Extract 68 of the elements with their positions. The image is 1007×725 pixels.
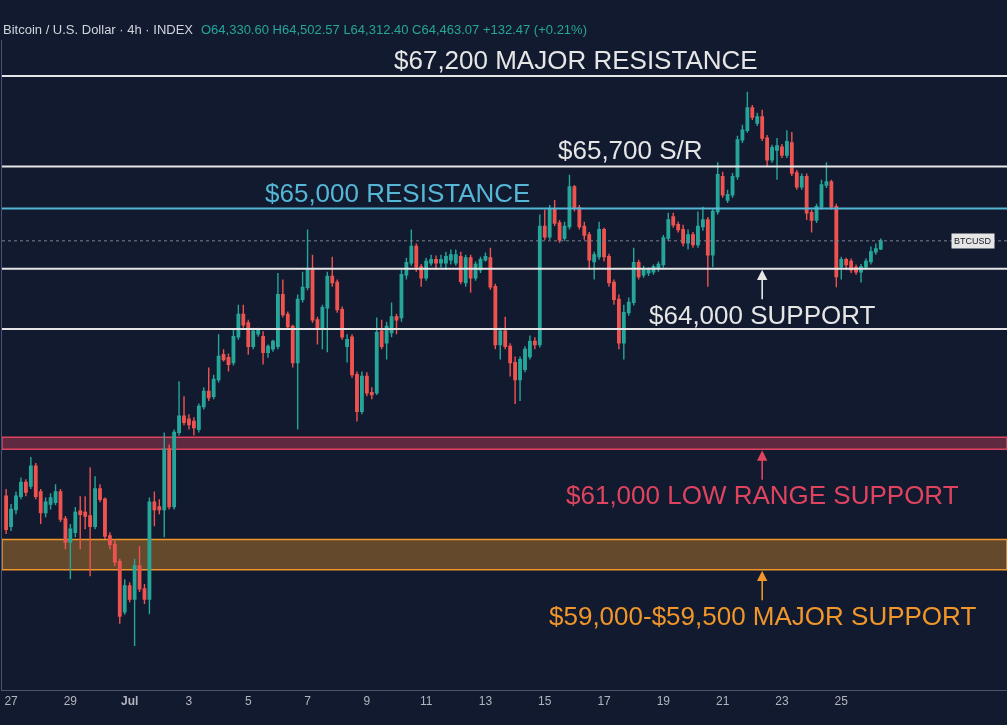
x-tick-label: 7	[304, 694, 312, 709]
candlestick	[132, 558, 137, 647]
x-tick-label: 5	[244, 694, 252, 709]
candlestick	[162, 431, 167, 538]
x-tick-label: 21	[715, 694, 730, 709]
candlestick	[315, 316, 320, 346]
candlestick	[844, 257, 849, 271]
candlestick	[458, 251, 463, 286]
candlestick	[542, 209, 547, 241]
candlestick	[537, 213, 542, 349]
candlestick	[691, 231, 695, 249]
x-tick-label: 13	[478, 694, 493, 709]
candlestick	[4, 488, 9, 535]
candlestick	[671, 212, 676, 229]
x-tick-label: 15	[538, 694, 552, 709]
candlestick	[547, 204, 552, 241]
candlestick	[839, 255, 844, 281]
x-tick-label: 17	[597, 694, 612, 709]
candlestick	[434, 254, 438, 271]
candlestick	[152, 490, 157, 527]
candlestick	[750, 104, 755, 121]
ref-line-label: BTCUSD	[954, 236, 992, 246]
candlestick	[360, 370, 364, 416]
x-tick-label: 11	[419, 694, 433, 709]
candlestick	[122, 578, 127, 616]
candlestick	[453, 248, 458, 267]
ref-line-label: $65,700 S/R	[558, 135, 703, 165]
candlestick	[720, 171, 725, 199]
candlestick	[686, 228, 690, 251]
candlestick	[191, 416, 196, 437]
annotation: $61,000 LOW RANGE SUPPORT	[566, 480, 959, 510]
candlestick	[93, 475, 97, 531]
ref-line-label: $65,000 RESISTANCE	[265, 178, 531, 208]
chart-subtitle: O64,330.60 H64,502.57 L64,312.40 C64,463.07 +132.47 (+0.21%)	[201, 22, 587, 37]
candlestick	[424, 257, 429, 282]
x-tick-label: 25	[834, 694, 849, 709]
candlestick	[468, 254, 473, 294]
candlestick	[755, 112, 760, 127]
annotation: $59,000-$59,500 MAJOR SUPPORT	[549, 601, 977, 631]
candlestick	[167, 443, 172, 511]
ref-line-label: $67,200 MAJOR RESISTANCE	[394, 45, 758, 75]
candlestick	[23, 478, 28, 497]
candlestick	[379, 319, 384, 351]
candlestick	[463, 254, 468, 288]
annotation: $64,000 SUPPORT	[649, 300, 876, 330]
chart-title: Bitcoin / U.S. Dollar · 4h · INDEX	[3, 22, 193, 37]
candlestick	[824, 161, 829, 189]
x-tick-label: Jul	[120, 694, 139, 709]
candlestick	[374, 316, 379, 396]
candlestick	[705, 216, 710, 288]
candlestick	[780, 143, 784, 159]
candlestick	[799, 172, 804, 191]
x-tick-label: 19	[656, 694, 671, 709]
x-tick-label: 9	[363, 694, 371, 709]
candlestick	[345, 333, 349, 364]
candlestick	[261, 330, 265, 366]
candlestick	[878, 237, 883, 251]
x-tick-label: 29	[63, 694, 78, 709]
candlestick	[784, 129, 789, 159]
x-tick-label: 3	[185, 694, 193, 709]
candlestick	[206, 366, 211, 402]
candlestick	[532, 336, 537, 351]
candlestick	[127, 581, 132, 603]
x-tick-label: 27	[4, 694, 19, 709]
candlestick	[394, 313, 399, 336]
candlestick	[28, 456, 33, 490]
x-tick-label: 23	[775, 694, 789, 709]
candlestick	[78, 495, 83, 550]
